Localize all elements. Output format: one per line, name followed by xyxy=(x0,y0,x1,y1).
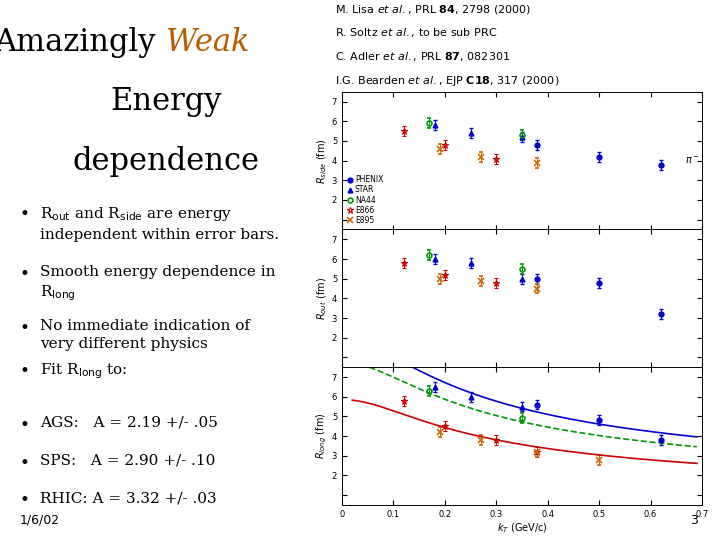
Text: R. Soltz $\mathit{et\ al.}$, to be sub PRC: R. Soltz $\mathit{et\ al.}$, to be sub P… xyxy=(336,26,498,39)
Text: Energy: Energy xyxy=(110,86,221,117)
Text: No immediate indication of
very different physics: No immediate indication of very differen… xyxy=(40,319,250,351)
Text: M. Lisa $\mathit{et\ al.}$, PRL $\mathbf{84}$, 2798 (2000): M. Lisa $\mathit{et\ al.}$, PRL $\mathbf… xyxy=(336,3,531,16)
Legend: PHENIX, STAR, NA44, E866, E895: PHENIX, STAR, NA44, E866, E895 xyxy=(346,174,384,226)
Text: I.G. Bearden $\mathit{et\ al.}$, EJP $\mathbf{C18}$, 317 (2000): I.G. Bearden $\mathit{et\ al.}$, EJP $\m… xyxy=(336,73,560,87)
Text: 3: 3 xyxy=(690,514,698,526)
Text: Weak: Weak xyxy=(166,27,249,58)
Text: 1/6/02: 1/6/02 xyxy=(20,514,60,526)
Text: Amazingly: Amazingly xyxy=(0,27,166,58)
Text: •: • xyxy=(20,265,30,282)
Text: R$_\mathrm{out}$ and R$_\mathrm{side}$ are energy
independent within error bars.: R$_\mathrm{out}$ and R$_\mathrm{side}$ a… xyxy=(40,205,279,241)
Y-axis label: $R_{out}$ (fm): $R_{out}$ (fm) xyxy=(315,277,329,320)
Text: Smooth energy dependence in
R$_\mathrm{long}$: Smooth energy dependence in R$_\mathrm{l… xyxy=(40,265,275,303)
Text: •: • xyxy=(20,319,30,336)
Text: RHIC: A = 3.32 +/- .03: RHIC: A = 3.32 +/- .03 xyxy=(40,491,217,505)
Text: dependence: dependence xyxy=(72,146,259,177)
Text: SPS:   A = 2.90 +/- .10: SPS: A = 2.90 +/- .10 xyxy=(40,454,215,468)
X-axis label: $k_T$ (GeV/c): $k_T$ (GeV/c) xyxy=(497,522,547,535)
Text: C. Adler $\mathit{et\ al.}$, PRL $\mathbf{87}$, 082301: C. Adler $\mathit{et\ al.}$, PRL $\mathb… xyxy=(336,50,510,63)
Text: •: • xyxy=(20,491,30,509)
Text: •: • xyxy=(20,416,30,434)
Text: •: • xyxy=(20,205,30,223)
Text: $\pi^-$: $\pi^-$ xyxy=(685,155,699,166)
Text: $\sqrt{m_T}$: $\sqrt{m_T}$ xyxy=(215,355,249,376)
Text: •: • xyxy=(20,454,30,471)
Text: •: • xyxy=(20,362,30,380)
Text: AGS:   A = 2.19 +/- .05: AGS: A = 2.19 +/- .05 xyxy=(40,416,217,430)
Y-axis label: $R_{side}$ (fm): $R_{side}$ (fm) xyxy=(315,138,329,184)
Text: Fit R$_\mathrm{long}$ to:: Fit R$_\mathrm{long}$ to: xyxy=(40,362,127,381)
Text: $A$: $A$ xyxy=(225,336,239,353)
Y-axis label: $R_{long}$ (fm): $R_{long}$ (fm) xyxy=(315,413,329,460)
